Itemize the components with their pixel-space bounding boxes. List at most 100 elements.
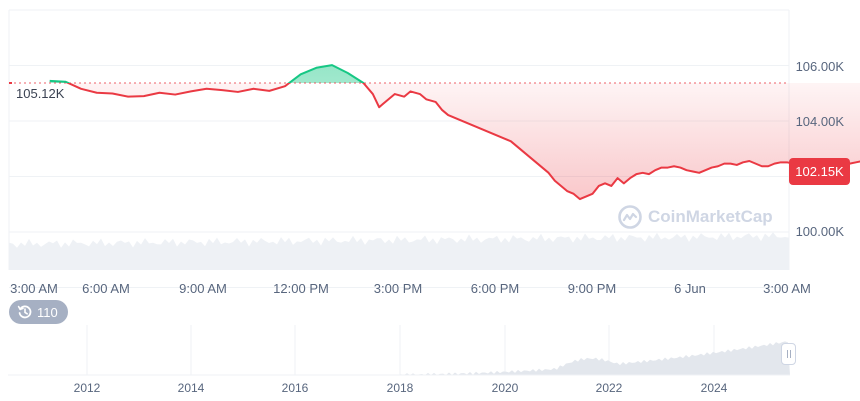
price-point xyxy=(761,165,763,167)
price-point xyxy=(667,167,669,169)
price-point xyxy=(566,190,568,192)
price-point xyxy=(679,167,681,169)
watermark-text: CoinMarketCap xyxy=(648,207,773,226)
current-price-badge: 102.15K xyxy=(789,158,850,185)
price-point xyxy=(174,94,176,96)
price-line xyxy=(9,64,860,201)
price-point xyxy=(692,171,694,173)
price-point xyxy=(717,165,719,167)
price-point xyxy=(767,165,769,167)
price-point xyxy=(491,132,493,134)
open-price-label: 105.12K xyxy=(16,86,65,101)
price-point xyxy=(648,173,650,175)
price-point xyxy=(604,182,606,184)
price-point xyxy=(522,151,524,153)
navigator-year-label: 2012 xyxy=(73,381,101,395)
price-point xyxy=(529,156,531,158)
price-point xyxy=(541,167,543,169)
price-point xyxy=(742,161,744,163)
price-point xyxy=(748,160,750,162)
price-point xyxy=(773,163,775,165)
price-line-up xyxy=(49,64,365,84)
x-tick-label: 6:00 PM xyxy=(470,281,520,296)
price-point xyxy=(654,169,656,171)
price-point xyxy=(698,172,700,174)
price-point xyxy=(96,92,98,94)
navigator-year-label: 2020 xyxy=(491,381,519,395)
price-point xyxy=(425,98,427,100)
x-tick-label: 6 Jun xyxy=(674,281,706,296)
navigator-range-handle[interactable] xyxy=(781,343,796,365)
price-point xyxy=(642,172,644,174)
price-point xyxy=(331,64,333,66)
grid-lines xyxy=(8,9,790,288)
price-point xyxy=(206,88,208,90)
navigator-history-area xyxy=(8,341,790,375)
history-count: 110 xyxy=(37,304,58,320)
price-point xyxy=(704,169,706,171)
price-point xyxy=(268,90,270,92)
price-point xyxy=(221,89,223,91)
navigator-year-label: 2022 xyxy=(595,381,623,395)
price-point xyxy=(378,106,380,108)
price-point xyxy=(315,67,317,69)
price-point xyxy=(441,109,443,111)
y-tick-label: 106.00K xyxy=(795,59,844,74)
price-point xyxy=(504,138,506,140)
price-point xyxy=(635,173,637,175)
history-button[interactable]: 110 xyxy=(9,300,68,324)
price-point xyxy=(673,165,675,167)
volume-area xyxy=(9,232,789,270)
price-point xyxy=(591,193,593,195)
price-point xyxy=(516,146,518,148)
price-point xyxy=(460,119,462,121)
price-point xyxy=(573,193,575,195)
price-point xyxy=(723,163,725,165)
price-point xyxy=(579,198,581,200)
price-point xyxy=(585,195,587,197)
x-tick-label: 6:00 AM xyxy=(82,281,130,296)
price-point xyxy=(127,96,129,98)
watermark: CoinMarketCap xyxy=(618,205,773,229)
price-point xyxy=(237,91,239,93)
price-point xyxy=(190,90,192,92)
price-point xyxy=(435,101,437,103)
price-point xyxy=(64,81,66,83)
price-point xyxy=(661,167,663,169)
price-point xyxy=(472,125,474,127)
price-point xyxy=(403,96,405,98)
x-tick-label: 3:00 AM xyxy=(10,281,58,296)
navigator-year-label: 2018 xyxy=(386,381,414,395)
price-point xyxy=(560,185,562,187)
price-point xyxy=(300,73,302,75)
price-point xyxy=(479,127,481,129)
price-point xyxy=(686,169,688,171)
price-point xyxy=(497,135,499,137)
price-point xyxy=(466,122,468,124)
price-point xyxy=(253,88,255,90)
price-point xyxy=(623,182,625,184)
y-tick-label: 104.00K xyxy=(795,114,844,129)
volume-area-shape xyxy=(9,232,789,270)
history-icon xyxy=(17,305,32,319)
price-point xyxy=(736,164,738,166)
price-chart[interactable] xyxy=(0,0,860,300)
price-point xyxy=(485,130,487,132)
navigator-year-label: 2016 xyxy=(281,381,309,395)
price-point xyxy=(394,93,396,95)
price-point xyxy=(80,88,82,90)
price-point xyxy=(419,93,421,95)
navigator-year-label: 2014 xyxy=(177,381,205,395)
price-point xyxy=(711,167,713,169)
price-point xyxy=(535,161,537,163)
price-point xyxy=(755,163,757,165)
price-point xyxy=(372,93,374,95)
price-point xyxy=(617,177,619,179)
price-point xyxy=(554,180,556,182)
navigator-chart[interactable] xyxy=(0,325,860,401)
price-point xyxy=(453,117,455,119)
navigator-year-label: 2024 xyxy=(700,381,728,395)
price-point xyxy=(629,177,631,179)
price-point xyxy=(780,161,782,163)
price-point xyxy=(347,72,349,74)
